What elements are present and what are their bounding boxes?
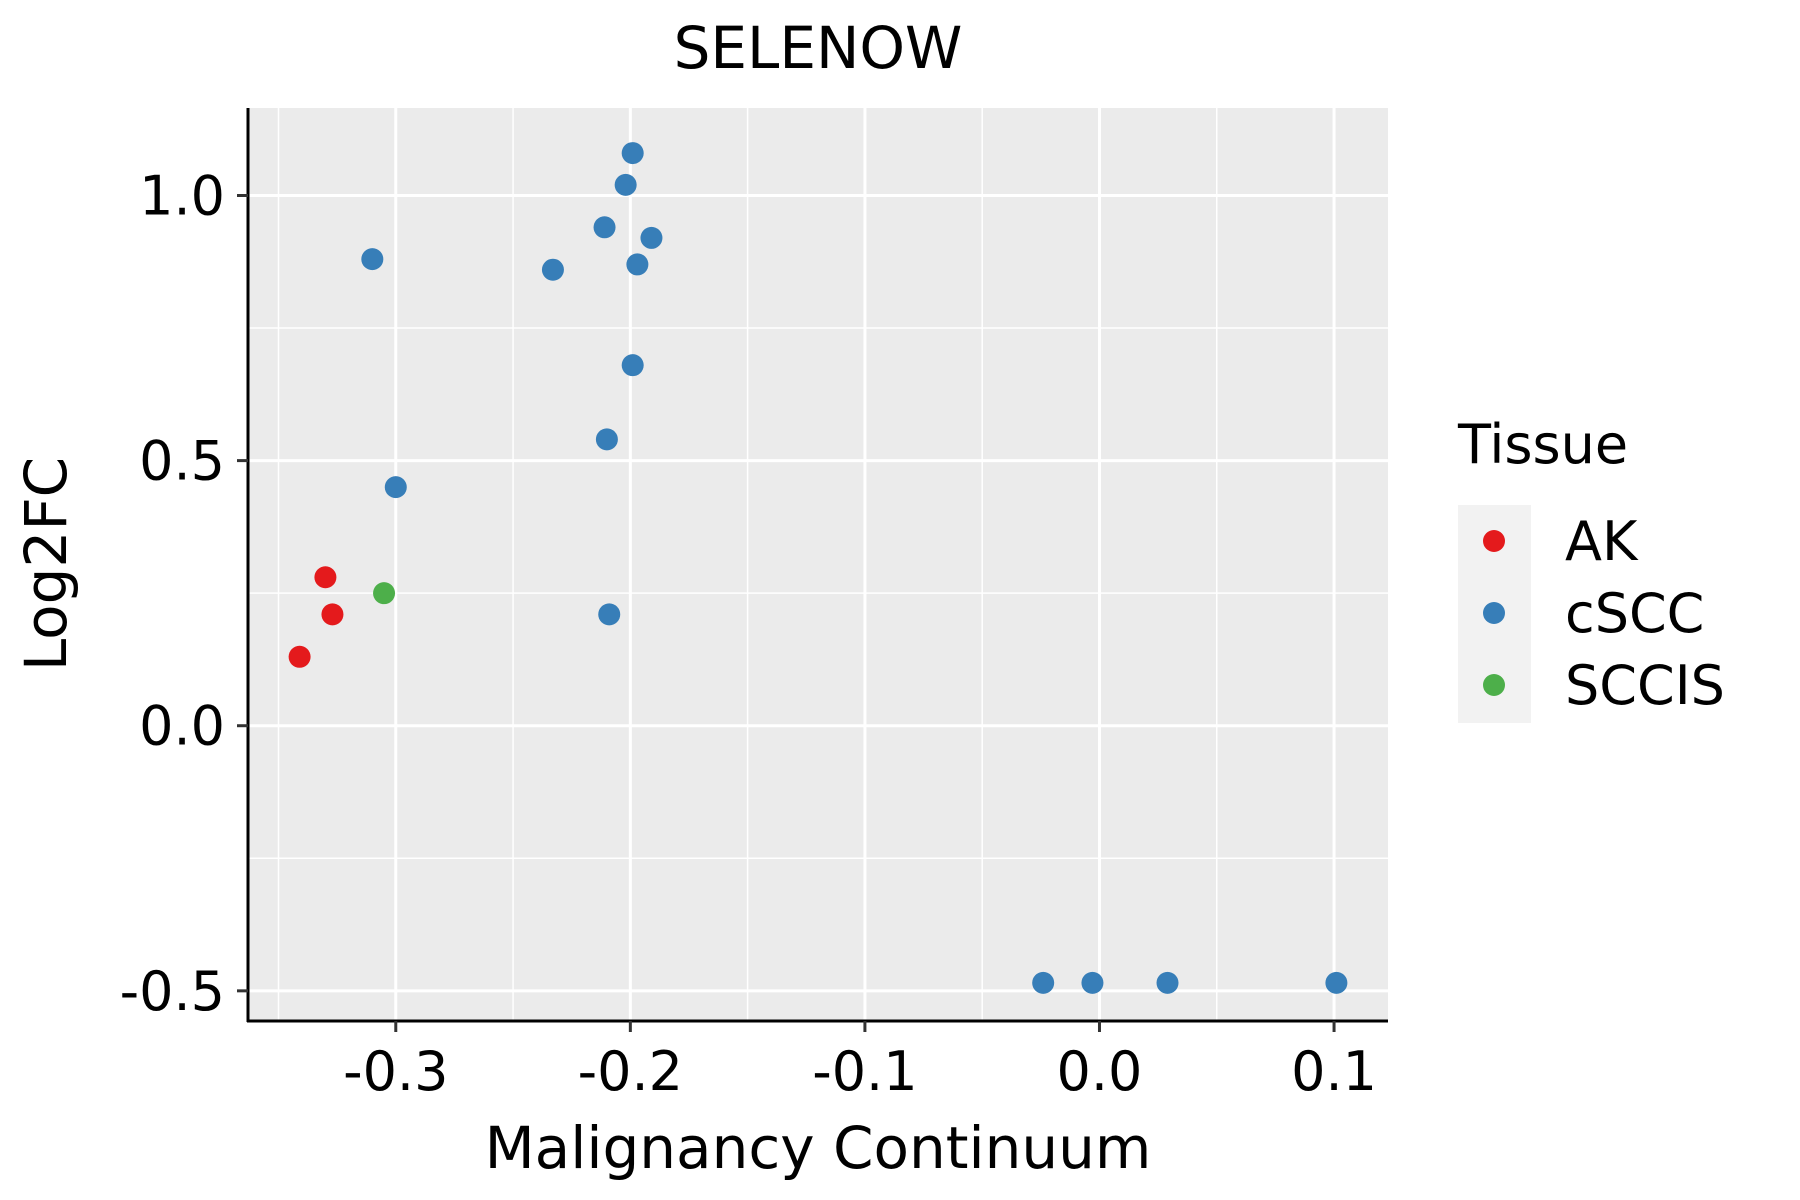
legend-title: Tissue [1457, 413, 1628, 476]
plot-panel [248, 108, 1388, 1020]
data-points [288, 142, 1348, 994]
point-cscc [1081, 971, 1104, 994]
x-tick-label: -0.3 [343, 1040, 448, 1103]
legend-label-cscc: cSCC [1565, 582, 1704, 645]
legend-key-sccis [1483, 674, 1505, 696]
y-tick-label: 0.5 [139, 430, 225, 493]
x-tick-label: -0.2 [578, 1040, 683, 1103]
point-cscc [541, 258, 564, 281]
point-cscc [626, 253, 649, 276]
point-ak [321, 603, 344, 626]
legend-label-ak: AK [1565, 510, 1639, 573]
x-tick-label: 0.0 [1057, 1040, 1143, 1103]
point-cscc [1325, 971, 1348, 994]
point-ak [288, 645, 311, 668]
point-cscc [640, 226, 663, 249]
x-axis-title: Malignancy Continuum [485, 1114, 1152, 1182]
legend: Tissue AK cSCC SCCIS [1457, 413, 1725, 723]
y-tick-label: -0.5 [120, 960, 225, 1023]
y-axis-ticks: -0.5 0.0 0.5 1.0 [120, 164, 248, 1023]
point-cscc [621, 142, 644, 165]
point-sccis [373, 582, 396, 605]
point-cscc [361, 248, 384, 271]
point-cscc [384, 476, 407, 499]
point-cscc [614, 173, 637, 196]
legend-items: AK cSCC SCCIS [1483, 510, 1725, 717]
point-cscc [621, 354, 644, 377]
x-tick-label: 0.1 [1291, 1040, 1377, 1103]
y-axis-title: Log2FC [12, 457, 80, 671]
grid-lines [248, 108, 1388, 1020]
chart-title: SELENOW [674, 14, 963, 82]
point-cscc [595, 428, 618, 451]
y-tick-label: 1.0 [139, 164, 225, 227]
point-ak [314, 566, 337, 589]
x-axis-ticks: -0.3 -0.2 -0.1 0.0 0.1 [343, 1021, 1377, 1103]
x-tick-label: -0.1 [812, 1040, 917, 1103]
legend-key-cscc [1483, 602, 1505, 624]
point-cscc [1156, 971, 1179, 994]
point-cscc [593, 216, 616, 239]
legend-key-ak [1483, 530, 1505, 552]
legend-label-sccis: SCCIS [1565, 654, 1725, 717]
y-tick-label: 0.0 [139, 695, 225, 758]
point-cscc [598, 603, 621, 626]
point-cscc [1032, 971, 1055, 994]
